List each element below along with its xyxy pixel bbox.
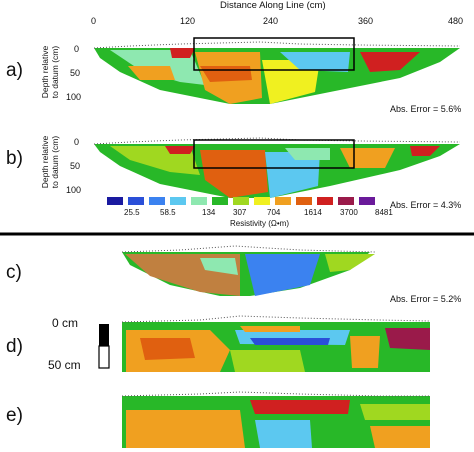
- resistivity-section-c: [121, 245, 376, 296]
- error-label-b: Abs. Error = 4.3%: [390, 200, 462, 210]
- colorbar-tick-8: 8481: [375, 208, 393, 217]
- zoom-box-a: [193, 37, 355, 71]
- y-tick-a-50: 50: [70, 68, 81, 78]
- panel-label-e: e): [6, 405, 23, 426]
- colorbar-tick-4: 307: [233, 208, 247, 217]
- resistivity-section-e: [121, 391, 430, 448]
- panel-label-d: d): [6, 336, 23, 357]
- colorbar-tick-2: 58.5: [160, 208, 176, 217]
- zoom-box-b: [193, 139, 355, 169]
- resistivity-section-d: [121, 315, 431, 372]
- colorbar-tick-1: 25.5: [124, 208, 140, 217]
- y-tick-a-100: 100: [66, 92, 82, 102]
- resistivity-section-a: [93, 37, 461, 104]
- y-tick-a-0: 0: [74, 44, 80, 54]
- y-tick-b-0: 0: [74, 137, 80, 147]
- colorbar-tick-7: 3700: [340, 208, 358, 217]
- y-tick-b-50: 50: [70, 161, 81, 171]
- x-tick-480: 480: [448, 16, 464, 26]
- scale-bar: [98, 324, 110, 369]
- y-tick-b-100: 100: [66, 185, 82, 195]
- x-tick-240: 240: [263, 16, 279, 26]
- scale-bar-bottom-label: 50 cm: [48, 358, 81, 372]
- colorbar-tick-6: 1614: [304, 208, 322, 217]
- x-tick-0: 0: [91, 16, 97, 26]
- panel-label-a: a): [6, 60, 23, 81]
- panel-label-b: b): [6, 148, 23, 169]
- error-label-a: Abs. Error = 5.6%: [390, 104, 462, 114]
- resistivity-section-b: [93, 137, 461, 198]
- panel-label-c: c): [6, 262, 22, 283]
- colorbar-tick-5: 704: [267, 208, 281, 217]
- colorbar-title: Resistivity (Ω•m): [230, 219, 289, 228]
- x-axis-title: Distance Along Line (cm): [220, 0, 326, 11]
- error-label-c: Abs. Error = 5.2%: [390, 294, 462, 304]
- colorbar-tick-3: 134: [202, 208, 216, 217]
- colorbar: [107, 197, 375, 205]
- scale-bar-top-label: 0 cm: [52, 316, 79, 330]
- x-tick-120: 120: [180, 16, 196, 26]
- x-tick-360: 360: [358, 16, 374, 26]
